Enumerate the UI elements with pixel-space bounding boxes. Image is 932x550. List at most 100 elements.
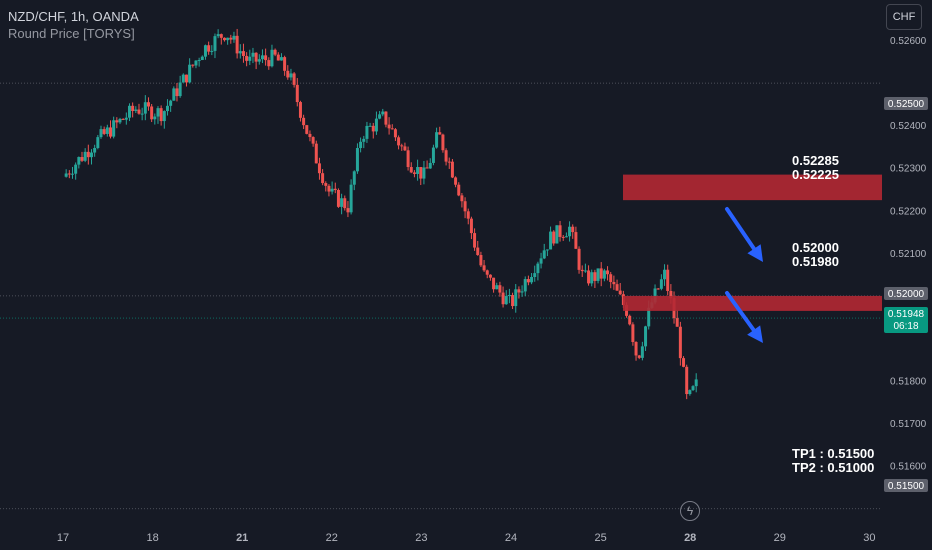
x-tick-28: 28 — [684, 532, 696, 544]
candle-body — [314, 143, 318, 164]
candle-body — [488, 274, 492, 278]
candle-body — [539, 258, 543, 264]
y-tick-5: 0.51800 — [890, 377, 927, 388]
lightning-icon[interactable]: ϟ — [680, 501, 700, 521]
x-tick-24: 24 — [505, 532, 517, 544]
candle-body — [501, 292, 505, 305]
supply-zone-1 — [623, 174, 882, 201]
arrow-down-2-shaft — [725, 291, 756, 333]
candle-body — [469, 218, 473, 234]
candle-body — [476, 247, 480, 256]
candle-body — [80, 157, 84, 161]
candle-body — [596, 268, 600, 281]
candle-body — [286, 70, 290, 78]
last-price-countdown: 06:18 — [893, 321, 918, 332]
level-badge-52000 — [884, 287, 928, 300]
candle-body — [153, 116, 157, 120]
candle-body — [416, 167, 420, 174]
zones — [623, 174, 882, 311]
candle-body — [216, 34, 220, 37]
candle-body — [482, 265, 486, 271]
candle-body — [571, 226, 575, 233]
candle-body — [378, 114, 382, 119]
x-tick-17: 17 — [57, 532, 69, 544]
candle-body — [400, 145, 404, 147]
candle-body — [327, 185, 331, 192]
x-tick-23: 23 — [415, 532, 427, 544]
chart-header: NZD/CHF, 1h, OANDA Round Price [TORYS] — [8, 8, 139, 42]
candle-body — [127, 105, 131, 118]
x-tick-22: 22 — [326, 532, 338, 544]
candle-body — [517, 289, 521, 293]
candle-body — [64, 173, 68, 177]
x-tick-29: 29 — [774, 532, 786, 544]
candle-body — [121, 118, 125, 120]
candle-body — [362, 138, 366, 142]
candle-body — [257, 59, 261, 62]
y-tick-4: 0.52100 — [890, 249, 927, 260]
candle-body — [438, 132, 442, 135]
candle-body — [340, 198, 344, 207]
candle-body — [634, 342, 638, 356]
candle-body — [387, 124, 391, 129]
candle-body — [682, 358, 686, 367]
candle-body — [292, 73, 296, 85]
candle-body — [108, 127, 112, 137]
candle-body — [526, 279, 530, 283]
candle-body — [507, 294, 511, 297]
candle-body — [70, 173, 74, 175]
candle-body — [593, 272, 597, 281]
symbol-title: NZD/CHF, 1h, OANDA — [8, 9, 139, 24]
candle-body — [463, 201, 467, 212]
candle-body — [425, 167, 429, 169]
level-badge-52000-text: 0.52000 — [888, 289, 925, 300]
currency-button[interactable]: CHF — [886, 4, 922, 30]
candle-body — [444, 150, 448, 162]
candle-body — [159, 108, 163, 122]
candle-body — [520, 291, 524, 293]
candle-body — [397, 137, 401, 146]
arrow-down-1-head — [747, 244, 763, 262]
candle-body — [412, 172, 416, 174]
candle-body — [321, 173, 325, 184]
y-tick-1: 0.52400 — [890, 121, 927, 132]
candle-body — [349, 184, 353, 213]
candle-body — [536, 263, 540, 274]
candle-body — [371, 125, 375, 132]
candle-body — [495, 285, 499, 290]
candle-body — [352, 171, 356, 185]
level-badge-52500 — [884, 97, 928, 110]
candle-body — [267, 60, 271, 67]
candle-body — [77, 157, 81, 165]
candle-body — [276, 54, 280, 61]
candle-body — [105, 127, 109, 134]
candle-body — [295, 84, 299, 103]
candle-body — [355, 148, 359, 172]
candle-body — [460, 195, 464, 202]
candle-body — [219, 34, 223, 38]
zone1-high-label: 0.52285 — [792, 153, 839, 168]
candle-body — [330, 188, 334, 192]
y-tick-0: 0.52600 — [890, 36, 927, 47]
candle-body — [583, 270, 587, 272]
candle-body — [447, 161, 451, 163]
candle-body — [552, 231, 556, 244]
candle-body — [644, 326, 648, 347]
level-badge-51500-text: 0.51500 — [888, 481, 925, 492]
candle-body — [279, 57, 283, 61]
candle-body — [165, 105, 169, 112]
tp1-label: TP1 : 0.51500 — [792, 446, 874, 461]
candle-body — [549, 231, 553, 250]
candle-body — [694, 379, 698, 387]
arrow-down-1-shaft — [725, 207, 757, 251]
candle-body — [393, 129, 397, 138]
candle-body — [523, 279, 527, 292]
candle-body — [336, 189, 340, 207]
candle-body — [270, 49, 274, 67]
candle-body — [273, 49, 277, 55]
zone2-high-label: 0.52000 — [792, 240, 839, 255]
candle-body — [675, 318, 679, 327]
y-tick-7: 0.51600 — [890, 462, 927, 473]
candle-body — [666, 269, 670, 292]
